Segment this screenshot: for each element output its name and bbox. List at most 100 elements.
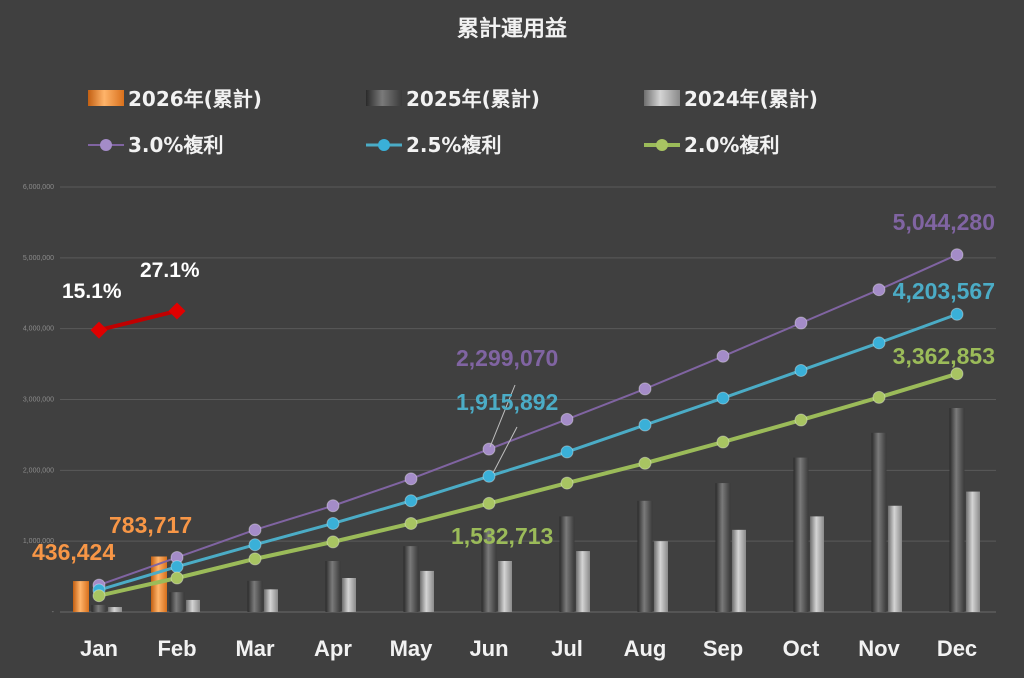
- x-tick-label-Oct: Oct: [783, 636, 820, 661]
- line-marker-1-May: [404, 494, 418, 508]
- line-marker-1-Sep: [716, 391, 730, 405]
- legend-label-25pct: 2.5%複利: [406, 133, 501, 157]
- data-label-Dec: 5,044,280: [893, 209, 995, 235]
- line-marker-2-Nov: [872, 390, 886, 404]
- line-marker-1-Feb: [170, 560, 184, 574]
- x-tick-label-Dec: Dec: [937, 636, 977, 661]
- line-marker-1-Jul: [560, 445, 574, 459]
- data-label-Dec: 3,362,853: [893, 343, 995, 369]
- legend-swatch-2025: [366, 90, 402, 106]
- ratio-label-Jan: 15.1%: [62, 280, 122, 303]
- data-label-Jan: 436,424: [32, 539, 115, 565]
- line-marker-1-Nov: [872, 336, 886, 350]
- bar-1-Mar: [247, 580, 263, 612]
- bar-1-Apr: [325, 561, 341, 612]
- line-marker-1-Aug: [638, 418, 652, 432]
- y-tick-label: 2,000,000: [23, 467, 54, 474]
- bar-2-Jun: [498, 561, 512, 612]
- bar-1-Jul: [559, 516, 575, 612]
- bar-1-Jan: [91, 604, 107, 612]
- data-label-Jun: 1,532,713: [451, 523, 553, 549]
- bars: [73, 408, 980, 612]
- label-leader-line: [492, 426, 518, 474]
- bar-2-Mar: [264, 589, 278, 612]
- bar-2-Dec: [966, 491, 980, 612]
- legend-label-2024: 2024年(累計): [684, 87, 818, 111]
- x-tick-label-Apr: Apr: [314, 636, 352, 661]
- line-series-0: [98, 253, 958, 587]
- gridlines: [60, 186, 996, 613]
- line-marker-2-Jan: [92, 589, 106, 603]
- legend: 2026年(累計) 2025年(累計) 2024年(累計) 3.0%複利 2.5…: [88, 87, 818, 157]
- bar-2-Jan: [108, 607, 122, 612]
- bar-2-Apr: [342, 578, 356, 612]
- line-marker-0-Mar: [248, 523, 262, 537]
- line-marker-2-Dec: [950, 367, 964, 381]
- line-marker-2-Apr: [326, 535, 340, 549]
- bar-1-Sep: [715, 483, 731, 612]
- legend-label-2026: 2026年(累計): [128, 87, 262, 111]
- legend-label-2pct: 2.0%複利: [684, 133, 779, 157]
- line-marker-2-Feb: [170, 571, 184, 585]
- y-tick-label: 1,000,000: [23, 538, 54, 545]
- series-lines: [92, 248, 964, 603]
- line-marker-0-Apr: [326, 499, 340, 513]
- line-marker-0-Oct: [794, 316, 808, 330]
- legend-swatch-2026: [88, 90, 124, 106]
- line-series-2: [98, 371, 958, 598]
- bar-2-Aug: [654, 541, 668, 612]
- x-axis-ticks: Jan Feb Mar Apr May Jun Jul Aug Sep Oct Nov Dec: [80, 636, 977, 661]
- bar-1-Oct: [793, 457, 809, 612]
- line-series-1: [98, 312, 958, 592]
- line-marker-2-Jul: [560, 476, 574, 490]
- chart-title: 累計運用益: [457, 16, 567, 42]
- data-label-Jun: 2,299,070: [456, 345, 558, 371]
- legend-label-2025: 2025年(累計): [406, 87, 540, 111]
- line-marker-2-Oct: [794, 413, 808, 427]
- legend-marker-3pct: [100, 139, 112, 151]
- y-tick-label: 6,000,000: [23, 184, 54, 191]
- ratio-series: 15.1% 27.1%: [62, 259, 200, 339]
- line-marker-2-Mar: [248, 552, 262, 566]
- label-leader-line: [489, 384, 516, 448]
- line-marker-0-May: [404, 472, 418, 486]
- line-marker-1-Oct: [794, 363, 808, 377]
- bar-1-Dec: [949, 408, 965, 612]
- line-marker-0-Sep: [716, 349, 730, 363]
- line-marker-2-Jun: [482, 496, 496, 510]
- line-marker-2-May: [404, 516, 418, 530]
- legend-marker-25pct: [378, 139, 390, 151]
- x-tick-label-Mar: Mar: [235, 636, 275, 661]
- ratio-marker-Jan: [90, 321, 108, 339]
- bar-2-Feb: [186, 599, 200, 612]
- y-axis-ticks: - 1,000,000 2,000,000 3,000,000 4,000,000 5,0…: [23, 184, 55, 616]
- bar-2-Oct: [810, 516, 824, 612]
- y-tick-label: 4,000,000: [23, 326, 54, 333]
- x-tick-label-Aug: Aug: [624, 636, 667, 661]
- bar-2-Sep: [732, 529, 746, 612]
- line-marker-1-Jun: [482, 469, 496, 483]
- bar-1-May: [403, 546, 419, 612]
- ratio-label-Feb: 27.1%: [140, 259, 200, 282]
- line-marker-1-Mar: [248, 538, 262, 552]
- ratio-marker-Feb: [168, 302, 186, 320]
- line-marker-0-Nov: [872, 283, 886, 297]
- x-tick-label-Jan: Jan: [80, 636, 118, 661]
- line-marker-0-Aug: [638, 382, 652, 396]
- y-tick-label: 3,000,000: [23, 397, 54, 404]
- bar-2-Nov: [888, 505, 902, 612]
- y-tick-label: 5,000,000: [23, 255, 54, 262]
- data-label-Feb: 783,717: [109, 512, 192, 538]
- ratio-line: [98, 309, 178, 333]
- x-tick-label-Sep: Sep: [703, 636, 743, 661]
- line-marker-2-Aug: [638, 456, 652, 470]
- bar-0-Jan: [73, 581, 89, 612]
- bar-1-Jun: [481, 530, 497, 612]
- x-tick-label-Jul: Jul: [551, 636, 583, 661]
- data-label-Jun: 1,915,892: [456, 389, 558, 415]
- line-marker-2-Sep: [716, 435, 730, 449]
- x-tick-label-May: May: [390, 636, 434, 661]
